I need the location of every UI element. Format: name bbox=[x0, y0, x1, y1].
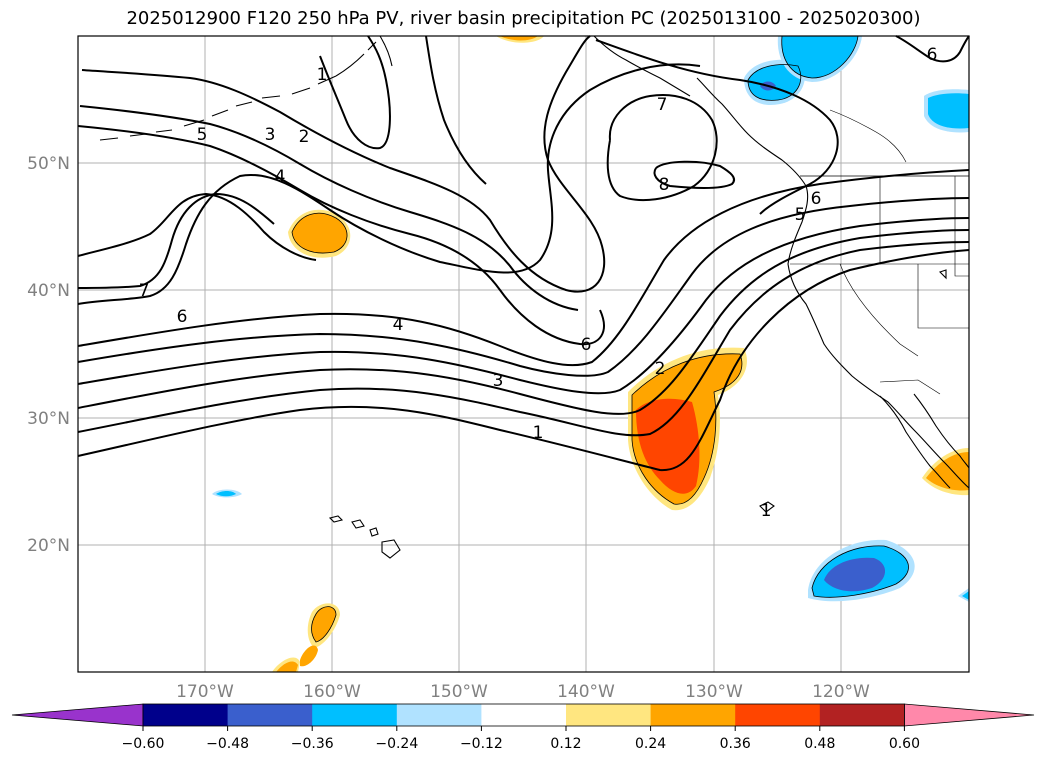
contour-label-1: 1 bbox=[533, 423, 544, 443]
colorbar-tick-label: 0.12 bbox=[550, 736, 581, 752]
contour-label-5b: 5 bbox=[795, 205, 806, 225]
gridlines bbox=[78, 36, 969, 672]
colorbar-segment bbox=[735, 704, 821, 726]
colorbar-tick-label: 0.60 bbox=[889, 736, 920, 752]
colorbar-segment bbox=[312, 704, 398, 726]
lon-label-170w: 170°W bbox=[176, 682, 234, 702]
lat-label-40n: 40°N bbox=[27, 281, 70, 301]
latitude-labels: 50°N 40°N 30°N 20°N bbox=[27, 154, 70, 556]
map-title: 2025012900 F120 250 hPa PV, river basin … bbox=[126, 8, 921, 29]
colorbar-tick-label: −0.12 bbox=[460, 736, 503, 752]
contour-label-3: 3 bbox=[493, 371, 504, 391]
contour-label-1c: 1 bbox=[317, 65, 328, 85]
colorbar-tick-label: −0.60 bbox=[122, 736, 165, 752]
colorbar-segment bbox=[566, 704, 652, 726]
positive-precip-shading bbox=[272, 36, 969, 672]
pv-contours bbox=[77, 35, 970, 472]
contour-label-1b: 1 bbox=[761, 501, 772, 521]
colorbar-tick-label: 0.24 bbox=[635, 736, 666, 752]
contour-label-6: 6 bbox=[177, 307, 188, 327]
lat-label-50n: 50°N bbox=[27, 154, 70, 174]
contour-label-5: 5 bbox=[197, 125, 208, 145]
longitude-labels: 170°W 160°W 150°W 140°W 130°W 120°W bbox=[176, 682, 870, 702]
lon-label-150w: 150°W bbox=[430, 682, 488, 702]
contour-label-6c: 6 bbox=[811, 189, 822, 209]
contour-label-7b: 7 bbox=[657, 95, 668, 115]
colorbar-segment bbox=[819, 704, 905, 726]
colorbar-segment bbox=[396, 704, 482, 726]
shade-0.24-b bbox=[292, 213, 348, 254]
shade-0.36 bbox=[636, 398, 700, 494]
contour-label-4: 4 bbox=[393, 315, 404, 335]
colorbar-segment bbox=[650, 704, 736, 726]
contour-label-2: 2 bbox=[655, 359, 666, 379]
colorbar-tick-labels: −0.60 −0.48 −0.36 −0.24 −0.12 0.12 0.24 0.36 0.4… bbox=[122, 726, 920, 752]
map-panel: 1 1 1 2 2 3 3 4 4 5 5 6 6 6 6 7 7 8 bbox=[77, 35, 970, 673]
lon-label-130w: 130°W bbox=[685, 682, 743, 702]
colorbar-tick-label: 0.36 bbox=[720, 736, 751, 752]
colorbar-extend-low bbox=[11, 703, 144, 727]
lon-label-120w: 120°W bbox=[812, 682, 870, 702]
colorbar-tick-label: 0.48 bbox=[804, 736, 835, 752]
colorbar-tick-label: −0.48 bbox=[206, 736, 249, 752]
shade-outlines bbox=[291, 35, 909, 643]
colorbar bbox=[11, 703, 1035, 727]
lat-label-20n: 20°N bbox=[27, 536, 70, 556]
contour-label-2b: 2 bbox=[299, 127, 310, 147]
contour-label-3b: 3 bbox=[265, 125, 276, 145]
colorbar-frame bbox=[142, 703, 905, 727]
colorbar-extend-high bbox=[904, 703, 1035, 727]
lat-label-30n: 30°N bbox=[27, 409, 70, 429]
colorbar-tick-label: −0.24 bbox=[375, 736, 418, 752]
contour-label-6b: 6 bbox=[581, 335, 592, 355]
colorbar-tick-label: −0.36 bbox=[291, 736, 334, 752]
contour-label-7: 7 bbox=[139, 281, 150, 301]
contour-label-6d: 6 bbox=[927, 45, 938, 65]
lon-label-140w: 140°W bbox=[557, 682, 615, 702]
colorbar-segment bbox=[143, 704, 229, 726]
lon-label-160w: 160°W bbox=[303, 682, 361, 702]
colorbar-segment bbox=[227, 704, 313, 726]
contour-labels: 1 1 1 2 2 3 3 4 4 5 5 6 6 6 6 7 7 8 bbox=[139, 45, 938, 521]
negative-precip-shading bbox=[212, 36, 969, 602]
contour-label-8: 8 bbox=[659, 175, 670, 195]
map-frame bbox=[77, 35, 970, 673]
contour-label-4b: 4 bbox=[275, 167, 286, 187]
shade-neg-0.36 bbox=[824, 557, 886, 592]
colorbar-segment bbox=[481, 704, 567, 726]
